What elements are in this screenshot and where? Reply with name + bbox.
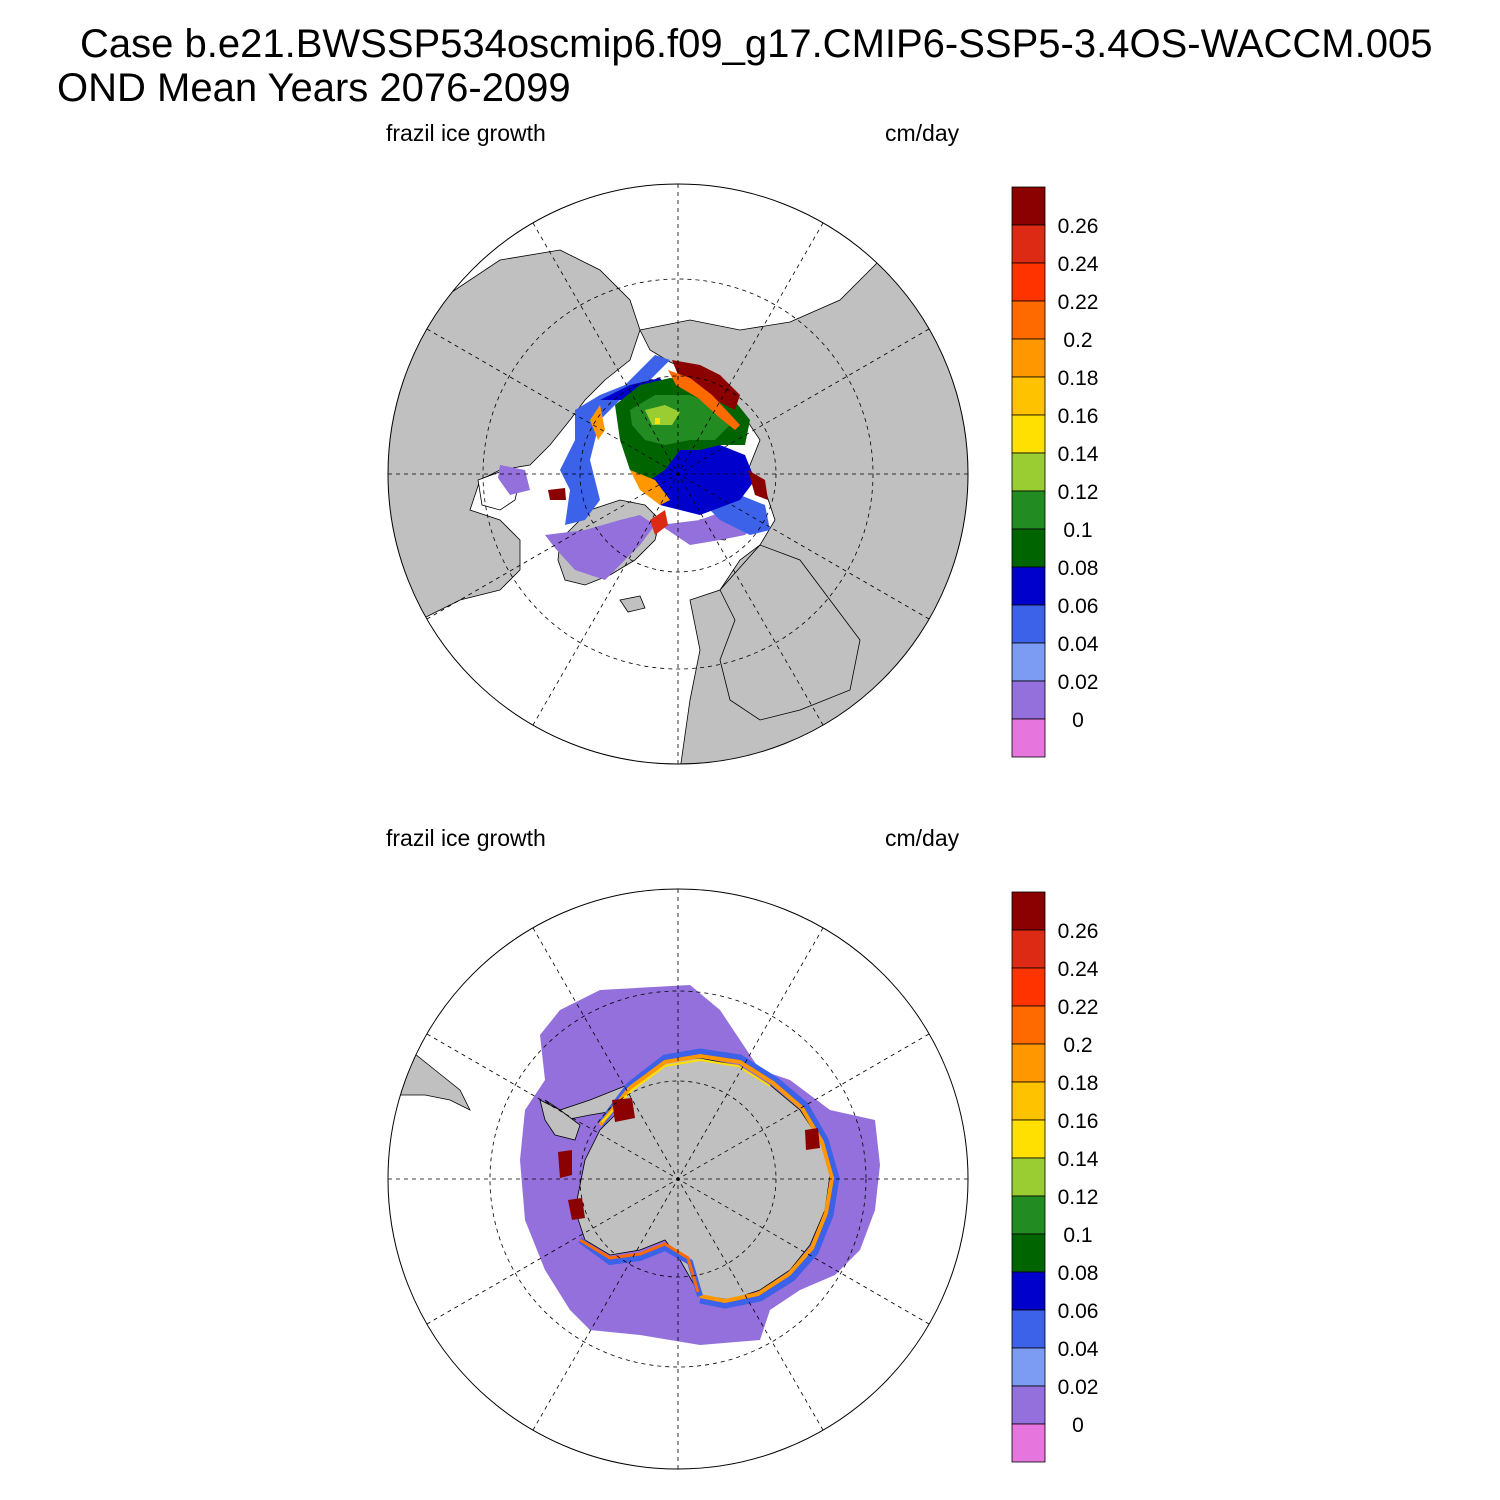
north-colorbar-tick-label: 0.2 — [1063, 329, 1092, 352]
south-colorbar-box — [1011, 1271, 1046, 1311]
south-colorbar-tick-label: 0 — [1072, 1414, 1084, 1437]
north-colorbar-box — [1011, 300, 1046, 340]
south-colorbar-box — [1011, 1309, 1046, 1349]
north-colorbar-tick-label: 0.08 — [1058, 557, 1099, 580]
north-america-land — [388, 249, 641, 641]
north-colorbar-tick-label: 0.18 — [1058, 367, 1099, 390]
south-colorbar-box — [1011, 1347, 1046, 1387]
south-colorbar-box — [1011, 891, 1046, 931]
south-colorbar-tick-label: 0.02 — [1058, 1376, 1099, 1399]
south-colorbar-tick-label: 0.18 — [1058, 1072, 1099, 1095]
period-subtitle: OND Mean Years 2076-2099 — [57, 66, 571, 110]
north-colorbar-tick-label: 0.26 — [1058, 215, 1099, 238]
north-colorbar-tick-label: 0.16 — [1058, 405, 1099, 428]
north-colorbar-box — [1011, 376, 1046, 416]
south-colorbar-box — [1011, 1195, 1046, 1235]
arctic-graticule — [388, 184, 968, 764]
south-colorbar-box — [1011, 1157, 1046, 1197]
south-colorbar-tick-label: 0.1 — [1063, 1224, 1092, 1247]
north-colorbar-box — [1011, 186, 1046, 226]
arctic-map — [387, 183, 969, 765]
north-colorbar-tick-label: 0.02 — [1058, 671, 1099, 694]
colorbar-south: 0 0.02 0.04 0.06 0.08 0.1 0.12 0.14 0.16 0.18 0.2 0… — [1011, 891, 1099, 1463]
hotspot-east — [805, 1128, 820, 1150]
north-colorbar-box — [1011, 528, 1046, 568]
arctic-map-border — [387, 183, 969, 765]
colorbar-north: 0 0.02 0.04 0.06 0.08 0.1 0.12 0.14 0.16 0.18 0.2 0… — [1011, 186, 1099, 758]
north-colorbar-box — [1011, 338, 1046, 378]
south-colorbar-tick-label: 0.22 — [1058, 996, 1099, 1019]
europe-land — [719, 544, 861, 721]
north-colorbar-tick-label: 0.22 — [1058, 291, 1099, 314]
north-colorbar-box — [1011, 642, 1046, 682]
north-colorbar-box — [1011, 566, 1046, 606]
south-colorbar-tick-label: 0.24 — [1058, 958, 1099, 981]
north-colorbar-tick-label: 0.24 — [1058, 253, 1099, 276]
south-colorbar-tick-label: 0.26 — [1058, 920, 1099, 943]
south-colorbar-box — [1011, 1233, 1046, 1273]
south-colorbar-box — [1011, 1005, 1046, 1045]
south-colorbar-box — [1011, 1385, 1046, 1425]
south-colorbar-box — [1011, 1423, 1046, 1463]
hotspot-amundsen — [568, 1198, 585, 1220]
north-colorbar-tick-label: 0.06 — [1058, 595, 1099, 618]
south-colorbar-tick-label: 0.14 — [1058, 1148, 1099, 1171]
hotspot-ross — [558, 1150, 572, 1178]
north-colorbar-tick-label: 0.04 — [1058, 633, 1099, 656]
antarctic-peninsula-land — [539, 1099, 581, 1141]
north-colorbar-tick-label: 0 — [1072, 709, 1084, 732]
north-colorbar-tick-label: 0.12 — [1058, 481, 1099, 504]
south-variable-label: frazil ice growth — [386, 825, 546, 851]
south-colorbar-tick-label: 0.08 — [1058, 1262, 1099, 1285]
south-colorbar-box — [1011, 1043, 1046, 1083]
north-units-label: cm/day — [885, 120, 960, 146]
hotspot-weddell — [612, 1098, 635, 1122]
north-colorbar-box — [1011, 452, 1046, 492]
north-colorbar-tick-label: 0.14 — [1058, 443, 1099, 466]
south-colorbar-tick-label: 0.06 — [1058, 1300, 1099, 1323]
north-variable-label: frazil ice growth — [386, 120, 546, 146]
north-colorbar-box — [1011, 490, 1046, 530]
north-colorbar-tick-label: 0.1 — [1063, 519, 1092, 542]
south-colorbar-box — [1011, 967, 1046, 1007]
iceland-land — [619, 595, 646, 613]
case-title: Case b.e21.BWSSP534oscmip6.f09_g17.CMIP6… — [80, 22, 1433, 66]
south-colorbar-tick-label: 0.04 — [1058, 1338, 1099, 1361]
north-colorbar-box — [1011, 718, 1046, 758]
south-units-label: cm/day — [885, 825, 960, 851]
antarctic-graticule — [388, 889, 968, 1469]
south-colorbar-box — [1011, 1119, 1046, 1159]
south-colorbar-tick-label: 0.2 — [1063, 1034, 1092, 1057]
south-colorbar-tick-label: 0.16 — [1058, 1110, 1099, 1133]
north-colorbar-box — [1011, 604, 1046, 644]
antarctic-map — [387, 888, 969, 1470]
arctic-frazil-field — [498, 355, 770, 580]
north-colorbar-box — [1011, 414, 1046, 454]
south-colorbar-tick-label: 0.12 — [1058, 1186, 1099, 1209]
north-colorbar-box — [1011, 224, 1046, 264]
north-colorbar-box — [1011, 262, 1046, 302]
antarctic-map-border — [387, 888, 969, 1470]
antarctic-coastal-growth — [578, 1048, 840, 1309]
south-colorbar-box — [1011, 1081, 1046, 1121]
north-colorbar-box — [1011, 680, 1046, 720]
south-colorbar-box — [1011, 929, 1046, 969]
